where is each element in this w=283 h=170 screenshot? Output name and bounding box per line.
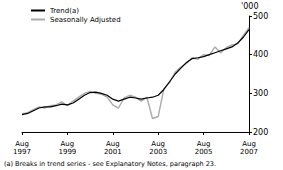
svg-text:Aug: Aug xyxy=(61,140,75,148)
svg-text:(a) Breaks in trend series - s: (a) Breaks in trend series - see Explana… xyxy=(4,160,216,168)
svg-text:1999: 1999 xyxy=(58,148,76,156)
svg-text:Aug: Aug xyxy=(106,140,120,148)
svg-text:'000: '000 xyxy=(241,2,258,11)
svg-text:Aug: Aug xyxy=(15,140,29,148)
svg-text:Aug: Aug xyxy=(197,140,211,148)
svg-text:2005: 2005 xyxy=(195,148,213,156)
svg-text:2003: 2003 xyxy=(149,148,167,156)
svg-text:1997: 1997 xyxy=(13,148,31,156)
svg-text:Seasonally Adjusted: Seasonally Adjusted xyxy=(50,16,121,24)
svg-text:2007: 2007 xyxy=(240,148,258,156)
svg-text:200: 200 xyxy=(253,128,268,137)
svg-text:400: 400 xyxy=(253,50,268,59)
svg-text:Trend(a): Trend(a) xyxy=(49,7,79,15)
svg-text:Aug: Aug xyxy=(242,140,256,148)
svg-text:300: 300 xyxy=(253,89,268,98)
svg-text:Aug: Aug xyxy=(151,140,165,148)
svg-text:500: 500 xyxy=(253,12,268,21)
svg-text:2001: 2001 xyxy=(104,148,122,156)
